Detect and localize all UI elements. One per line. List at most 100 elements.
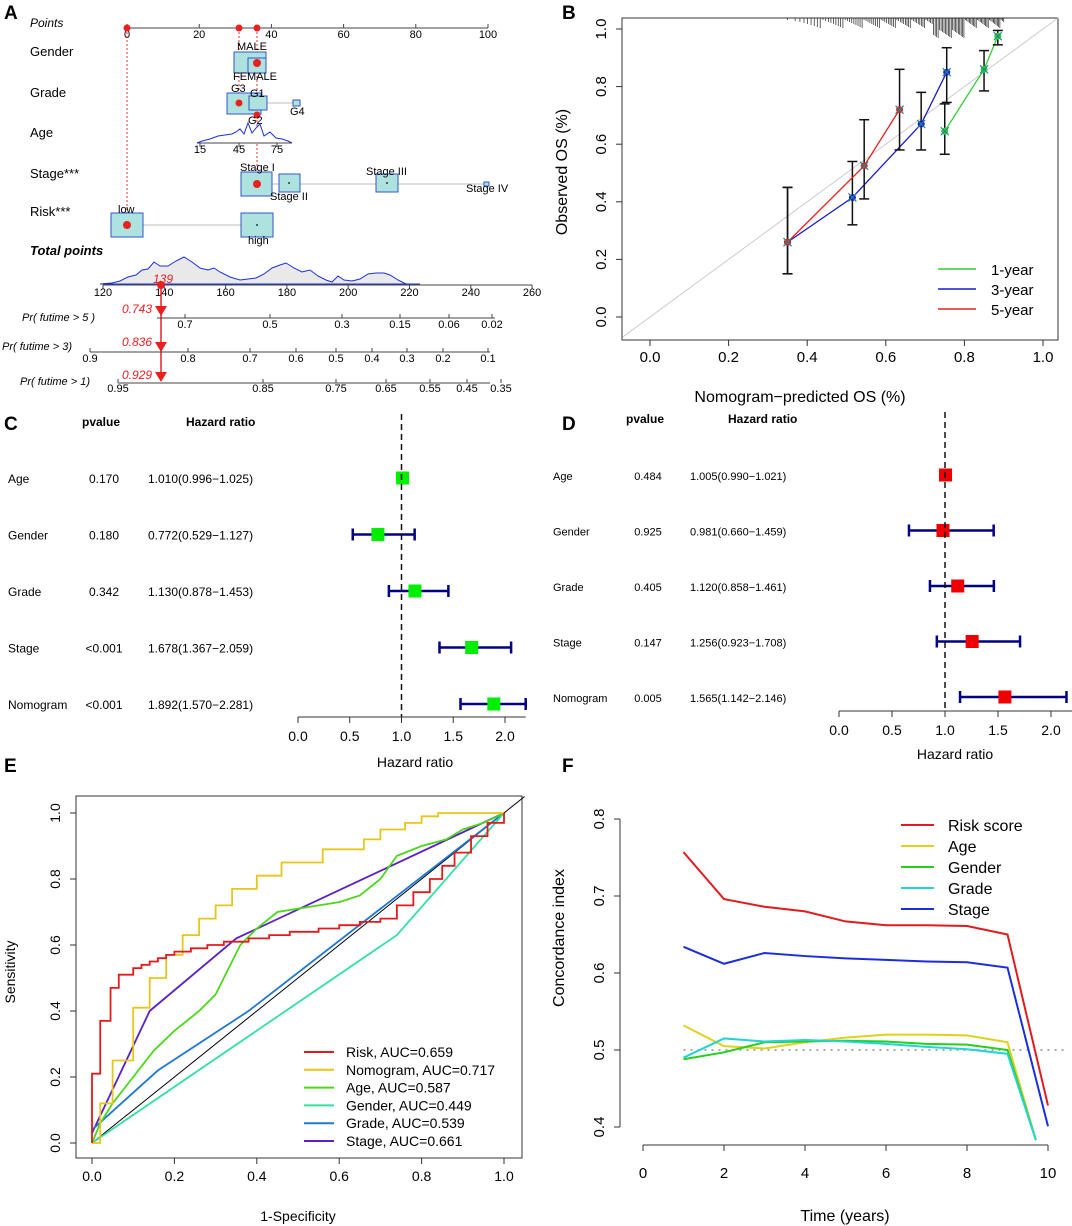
row-label-stage: Stage*** [30, 166, 79, 181]
calibration-x-tick-label: 0.2 [718, 349, 739, 366]
forest-row-hr: 1.120(0.858−1.461) [690, 582, 786, 594]
probability-ticks: 0.7 0.5 0.3 0.15 0.06 0.02 0.9 0.8 0.7 0.6 0.5 0.4 0… [82, 314, 512, 395]
roc-y-tick-label: 0.4 [47, 1001, 63, 1021]
roc-series [91, 812, 505, 1144]
roc-legend-label: Nomogram, AUC=0.717 [346, 1062, 495, 1078]
total-points-tick-label: 200 [339, 287, 357, 299]
forest-row-pvalue: 0.405 [634, 582, 662, 594]
legend-label-1-year: 1-year [991, 262, 1034, 279]
roc-curve-stage [91, 812, 505, 1134]
stage-level-iii: Stage III [366, 166, 407, 178]
calibration-y-tick-label: 0.6 [593, 134, 610, 155]
total-points-tick-label: 240 [462, 287, 480, 299]
points-tick-label: 40 [265, 29, 277, 41]
forest-rows: Age 0.170 1.010(0.996−1.025) Gender 0.180 0.7… [8, 471, 527, 712]
forest-row-pvalue: 0.925 [634, 527, 662, 539]
pr3-value: 0.836 [122, 335, 152, 349]
age-tick-label: 75 [271, 144, 283, 156]
pr1-value: 0.929 [122, 368, 152, 382]
risk-marker [123, 221, 131, 229]
forest-x-tick-label: 0.5 [340, 728, 360, 744]
cindex-legend-label: Age [948, 839, 977, 856]
total-points-density [99, 256, 420, 285]
roc-x-tick-label: 0.0 [82, 1168, 102, 1184]
forest-header-pvalue: pvalue [626, 412, 664, 426]
forest-header-hr: Hazard ratio [728, 412, 797, 426]
forest-x-tick-label: 1.0 [935, 722, 955, 738]
points-tick-label: 20 [193, 29, 205, 41]
gender-marker [253, 59, 261, 67]
roc-curve-age [91, 812, 505, 1144]
forest-row-name: Nomogram [553, 693, 607, 705]
forest-x-tick-label: 0.0 [829, 722, 849, 738]
total-points-ticks: 120 140 160 180 200 220 240 260 [94, 285, 541, 299]
roc-y-tick-label: 0.8 [47, 869, 63, 889]
forest-row-pvalue: 0.147 [634, 638, 662, 650]
gender-box-female [247, 57, 267, 74]
stage-dot [288, 182, 290, 184]
forest-row-pvalue: 0.484 [634, 471, 662, 483]
calibration-x-tick-label: 0.0 [640, 349, 661, 366]
pr1-tick-label: 0.95 [107, 383, 128, 395]
row-label-age: Age [30, 125, 53, 140]
calibration-line-1-year [944, 35, 999, 132]
row-label-risk: Risk*** [30, 204, 70, 219]
roc-y-tick-label: 0.2 [47, 1067, 63, 1087]
pr3-tick-label: 0.4 [364, 353, 379, 365]
roc-x-tick-label: 1.0 [494, 1168, 514, 1184]
roc-legend-label: Grade, AUC=0.539 [346, 1115, 465, 1131]
forest-axis: 0.0 0.5 1.0 1.5 2.0 [288, 414, 526, 744]
pr1-tick-label: 0.55 [419, 383, 440, 395]
forest-row-hr: 1.130(0.878−1.453) [148, 585, 253, 599]
cindex-axes: 0 2 4 6 8 10 0.4 0.5 0.6 0.7 0.8 [591, 809, 1056, 1182]
calibration-y-tick-label: 0.2 [593, 249, 610, 270]
roc-xlabel: 1-Specificity [260, 1208, 335, 1224]
forest-row-hr: 1.010(0.996−1.025) [148, 472, 253, 486]
forest-hr-marker [936, 524, 950, 537]
calibration-cross [940, 126, 950, 136]
calibration-x-tick-label: 0.4 [797, 349, 818, 366]
pr1-tick-label: 0.85 [252, 383, 273, 395]
forest-row-name: Age [8, 472, 30, 486]
forest-row-name: Nomogram [8, 698, 67, 712]
cindex-series [682, 851, 1049, 1141]
points-marker [253, 24, 261, 32]
cindex-legend-label: Grade [948, 881, 993, 898]
calibration-cross [993, 31, 1003, 41]
gender-box-male [233, 51, 267, 74]
panel-label-e: E [4, 756, 17, 777]
row-label-grade: Grade [30, 85, 66, 100]
grade-level-g1: G1 [250, 88, 265, 100]
forest-row-pvalue: 0.170 [89, 472, 119, 486]
cindex-x-tick-label: 6 [882, 1165, 890, 1182]
calibration-cross [859, 161, 869, 171]
risk-level-low: low [118, 204, 135, 216]
pr3-tick-label: 0.6 [288, 353, 303, 365]
calibration-series [782, 29, 1003, 275]
forest-axis: 0.0 0.5 1.0 1.5 2.0 [829, 412, 1072, 738]
legend-label-5-year: 5-year [991, 302, 1034, 319]
pr5-tick-label: 0.3 [334, 319, 349, 331]
calibration-x-tick-label: 1.0 [1033, 349, 1054, 366]
cindex-ylabel: Concordance index [551, 869, 568, 1007]
forest-hr-marker [487, 697, 501, 711]
forest-x-tick-label: 2.0 [1041, 722, 1061, 738]
total-points-marker [157, 281, 165, 289]
forest-xlabel: Hazard ratio [917, 746, 993, 762]
panel-label-b: B [562, 3, 576, 24]
roc-y-tick-label: 0.6 [47, 935, 63, 955]
pr1-tick-label: 0.35 [490, 383, 511, 395]
roc-legend-label: Risk, AUC=0.659 [346, 1044, 453, 1060]
calibration-y-tick-label: 0.0 [593, 307, 610, 328]
total-points-tick-label: 140 [155, 287, 173, 299]
points-tick-label: 60 [337, 29, 349, 41]
pr3-tick-label: 0.9 [82, 353, 97, 365]
cindex-line-gender [683, 1039, 1037, 1141]
forest-row-name: Gender [553, 527, 590, 539]
cindex-legend: Risk score Age Gender Grade Stage [901, 818, 1023, 919]
risk-dot [256, 224, 258, 226]
forest-hr-marker [396, 471, 410, 485]
forest-row-hr: 1.565(1.142−2.146) [690, 693, 786, 705]
row-label-points: Points [30, 16, 63, 30]
roc-axes: 0.0 0.2 0.4 0.6 0.8 1.0 0.0 0.2 0.4 0.6 0.8 1.0 [47, 803, 514, 1184]
